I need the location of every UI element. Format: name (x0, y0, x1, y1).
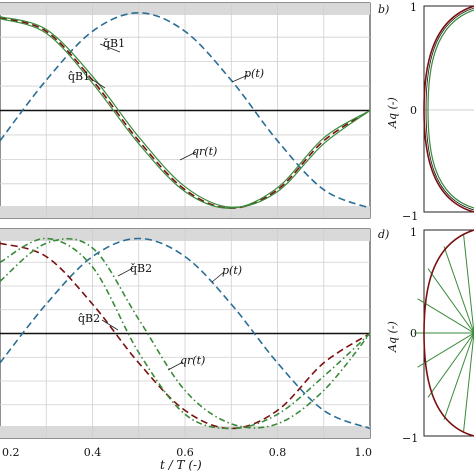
series-a-0 (0, 11, 371, 209)
panel-a-annotations: q̌B1 q̂B1 p(t) qr(t) (68, 37, 264, 161)
x-tick-0: 0.2 (2, 446, 20, 459)
series-c-1 (0, 242, 371, 430)
panel-d-curve-outer (423, 229, 474, 437)
x-tick-2: 0.6 (176, 446, 194, 459)
panel-a: q̌B1 q̂B1 p(t) qr(t) (0, 2, 371, 219)
panel-d-fan (414, 234, 474, 432)
panel-b-curve-outer (423, 5, 474, 213)
leader-qhat-b1 (89, 77, 106, 89)
x-tick-labels: 0.2 0.4 0.6 0.8 1.0 (2, 446, 372, 459)
fan-line-2 (427, 268, 474, 334)
panel-c-annotations: q̌B2 q̂B2 p(t) qr(t) (78, 262, 242, 371)
panel-b: b) 1 0 −1 Aq (-) (378, 1, 474, 223)
series-c-2 (0, 237, 371, 430)
annotation-qhat-b1: q̂B1 (68, 70, 90, 83)
panel-d-tick-minus-one: −1 (402, 432, 418, 445)
panel-d-tick-one: 1 (410, 226, 417, 239)
series-c-3 (0, 237, 371, 429)
leader-qhat-b2 (101, 319, 119, 331)
panel-b-tick-minus-one: −1 (402, 210, 418, 223)
leader-qcheck-b1 (99, 43, 121, 53)
panel-b-tick-zero: 0 (410, 104, 417, 117)
fan-line-7 (443, 332, 474, 420)
annotation-qhat-b2: q̂B2 (78, 312, 100, 325)
annotation-p-top: p(t) (244, 67, 264, 80)
panel-c-curves (0, 237, 371, 430)
x-tick-3: 0.8 (269, 446, 287, 459)
series-a-2 (0, 16, 371, 208)
annotation-qcheck-b1: q̌B1 (103, 37, 125, 50)
fan-line-8 (463, 332, 474, 432)
series-a-3 (0, 18, 371, 209)
x-tick-1: 0.4 (84, 446, 102, 459)
fan-line-0 (463, 234, 474, 334)
panel-d-tick-zero: 0 (410, 327, 417, 340)
annotation-qr-bottom: qr(t) (180, 354, 205, 367)
fan-line-1 (443, 246, 474, 334)
panel-d-ylabel: Aq (-) (386, 321, 399, 353)
leader-p-top (231, 74, 249, 83)
leader-qr-bottom (167, 361, 184, 371)
leader-p-bottom (211, 271, 225, 283)
annotation-qcheck-b2: q̌B2 (130, 262, 152, 275)
fan-line-3 (417, 298, 474, 334)
panel-b-tick-one: 1 (410, 1, 417, 14)
leader-qr-top (179, 151, 197, 161)
panel-b-frame (423, 5, 474, 213)
x-axis-title: t / T (-) (160, 458, 202, 472)
x-tick-4: 1.0 (355, 446, 373, 459)
annotation-qr-top: qr(t) (192, 145, 217, 158)
fan-line-6 (427, 332, 474, 398)
leader-qcheck-b2 (117, 267, 134, 277)
series-a-1 (0, 16, 371, 210)
panel-d-label: d) (378, 228, 389, 241)
panel-d: d) 1 0 −1 Aq (-) (378, 226, 474, 445)
panel-b-curve-inner (427, 9, 474, 209)
annotation-p-bottom: p(t) (222, 264, 242, 277)
series-c-0 (0, 237, 371, 430)
fan-line-5 (417, 332, 474, 368)
panel-c: q̌B2 q̂B2 p(t) qr(t) (0, 228, 371, 439)
panel-a-curves (0, 11, 371, 210)
panel-b-label: b) (378, 3, 389, 16)
panel-b-curve-black (425, 7, 474, 211)
panel-b-ylabel: Aq (-) (386, 97, 399, 129)
